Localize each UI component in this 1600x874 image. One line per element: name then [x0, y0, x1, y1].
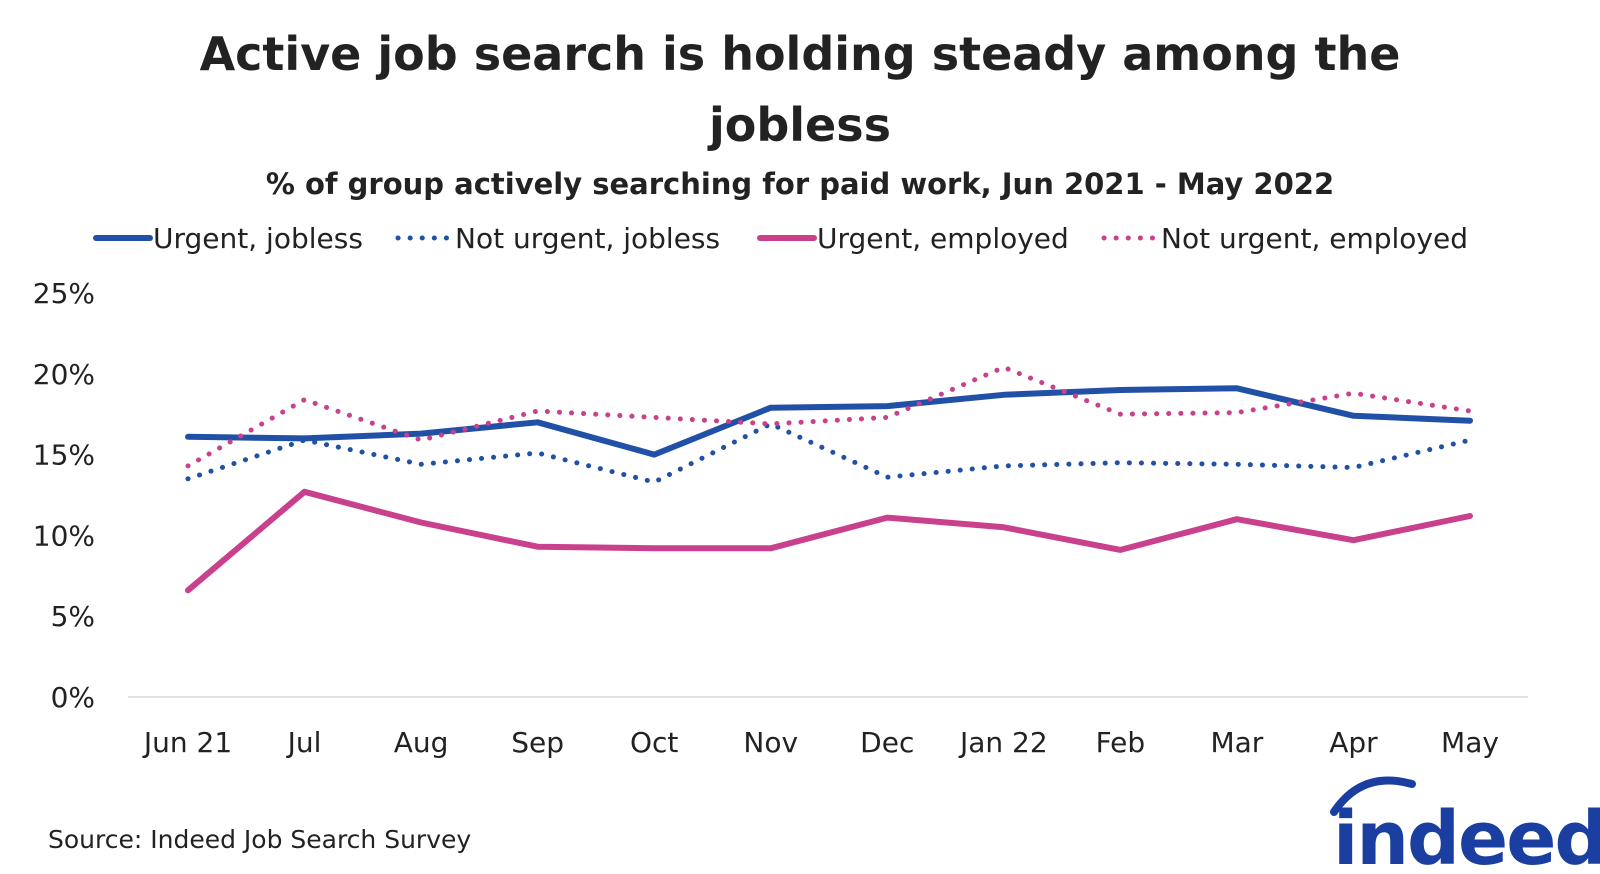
x-tick-label: Dec — [860, 726, 914, 759]
x-tick-label: Jan 22 — [958, 726, 1048, 759]
y-tick-label: 15% — [33, 439, 95, 472]
series-line-urgent-employed — [185, 488, 1473, 594]
y-tick-label: 5% — [51, 600, 95, 633]
x-tick-label: May — [1441, 726, 1499, 759]
indeed-logo-text: indeed — [1333, 796, 1600, 874]
series-line-urgent-jobless — [185, 385, 1473, 458]
x-tick-label: Oct — [630, 726, 678, 759]
x-tick-label: Jul — [286, 726, 322, 759]
x-axis: Jun 21 Jul Aug Sep Oct Nov Dec Jan 22 Feb Mar Apr M… — [142, 726, 1499, 759]
source-note: Source: Indeed Job Search Survey — [48, 825, 471, 854]
y-tick-label: 10% — [33, 519, 95, 552]
x-tick-label: Aug — [394, 726, 449, 759]
chart-title-line-2: jobless — [707, 98, 891, 152]
legend-label-urgent-employed: Urgent, employed — [817, 222, 1069, 255]
x-tick-label: Jun 21 — [142, 726, 232, 759]
indeed-logo: indeed — [1330, 776, 1600, 874]
legend-label-not-urgent-jobless: Not urgent, jobless — [455, 222, 720, 255]
legend-label-urgent-jobless: Urgent, jobless — [153, 222, 363, 255]
y-tick-label: 20% — [33, 358, 95, 391]
y-axis: 0% 5% 10% 15% 20% 25% — [33, 277, 95, 714]
y-tick-label: 0% — [51, 681, 95, 714]
plot-area — [185, 364, 1473, 594]
chart-title-line-1: Active job search is holding steady amon… — [200, 27, 1401, 81]
legend: Urgent, jobless Not urgent, jobless Urgent… — [93, 222, 1468, 255]
y-tick-label: 25% — [33, 277, 95, 310]
x-tick-label: Mar — [1210, 726, 1263, 759]
legend-label-not-urgent-employed: Not urgent, employed — [1161, 222, 1468, 255]
chart-subtitle: % of group actively searching for paid w… — [266, 167, 1334, 201]
indeed-logo-arc — [1330, 776, 1416, 816]
x-tick-label: Sep — [511, 726, 564, 759]
x-tick-label: Nov — [743, 726, 798, 759]
series-line-not-urgent-employed — [185, 364, 1473, 469]
x-tick-label: Feb — [1096, 726, 1146, 759]
x-tick-label: Apr — [1329, 726, 1378, 759]
